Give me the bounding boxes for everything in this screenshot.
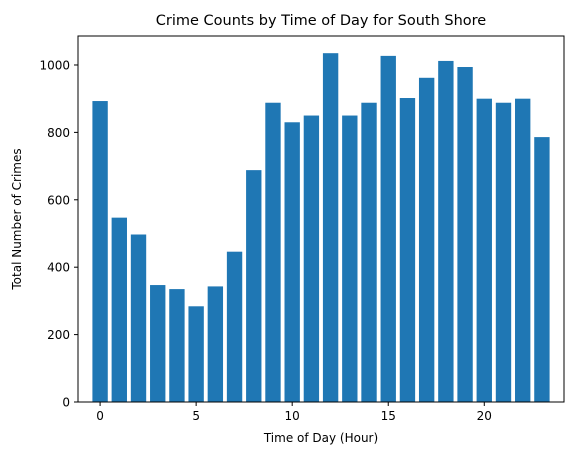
- bar-hour-17: [418, 77, 435, 403]
- y-axis-ticks: 0 200 400 600 800 1000: [39, 58, 78, 410]
- bar-hour-20: [476, 98, 492, 402]
- bar-hour-23: [534, 137, 550, 402]
- x-tick-label: 15: [381, 409, 396, 423]
- y-tick-label: 600: [47, 193, 70, 207]
- bar-hour-19: [457, 67, 473, 402]
- x-axis-ticks: 0 5 10 15 20: [96, 402, 492, 423]
- bar-hour-3: [150, 285, 166, 402]
- bar-hour-2: [130, 234, 147, 402]
- bar-hour-8: [246, 170, 262, 402]
- x-tick-label: 0: [96, 409, 104, 423]
- bar-hour-13: [342, 115, 358, 402]
- bar-hour-6: [207, 286, 224, 402]
- bar-hour-1: [111, 217, 127, 402]
- bar-hour-10: [284, 122, 300, 402]
- y-tick-label: 0: [62, 396, 70, 410]
- bar-hour-11: [303, 115, 320, 402]
- bar-hour-14: [361, 102, 377, 402]
- bar-hour-7: [226, 251, 243, 402]
- x-axis-label: Time of Day (Hour): [263, 431, 378, 445]
- bar-hour-0: [92, 101, 108, 403]
- y-tick-label: 400: [47, 261, 70, 275]
- bar-hour-21: [495, 102, 512, 402]
- bars-group: [92, 53, 550, 403]
- x-tick-label: 5: [192, 409, 200, 423]
- bar-hour-22: [515, 98, 531, 402]
- x-tick-label: 20: [477, 409, 492, 423]
- chart-title: Crime Counts by Time of Day for South Sh…: [156, 13, 487, 29]
- x-tick-label: 10: [285, 409, 300, 423]
- bar-hour-16: [399, 98, 416, 402]
- bar-hour-5: [188, 306, 204, 402]
- y-tick-label: 200: [47, 328, 70, 342]
- bar-hour-12: [322, 53, 339, 403]
- y-tick-label: 1000: [39, 58, 70, 72]
- y-tick-label: 800: [47, 126, 70, 140]
- y-axis-label: Total Number of Crimes: [10, 148, 24, 290]
- bar-hour-4: [169, 289, 185, 402]
- bar-hour-9: [265, 102, 281, 402]
- plot-frame: [77, 35, 565, 403]
- bar-hour-15: [380, 55, 396, 403]
- bar-hour-18: [438, 60, 454, 402]
